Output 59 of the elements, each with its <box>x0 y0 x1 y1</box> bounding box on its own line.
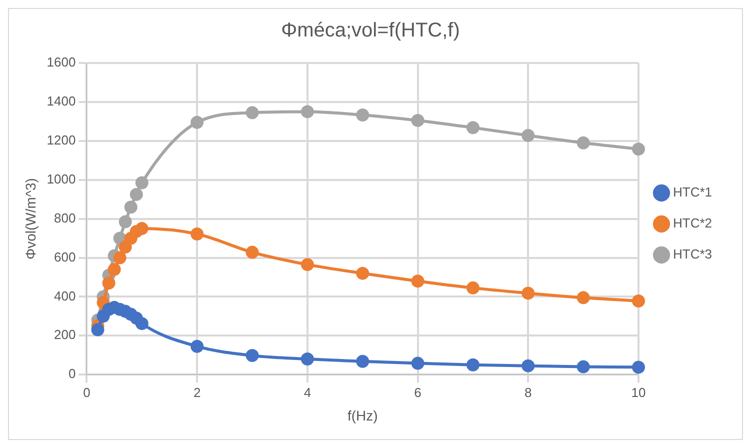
y-tick-label: 1200 <box>46 132 76 148</box>
y-axis-title: Φvol(W/m^3) <box>22 178 38 260</box>
x-tick-label: 0 <box>83 384 90 400</box>
point <box>118 240 132 254</box>
point <box>576 360 590 374</box>
x-tick-label: 2 <box>193 384 201 400</box>
point <box>356 266 370 280</box>
point <box>190 340 204 353</box>
point <box>113 251 126 264</box>
point <box>300 258 314 272</box>
point <box>356 354 370 368</box>
point <box>632 360 645 374</box>
legend-label: HTC*2 <box>672 216 712 231</box>
point <box>300 352 314 366</box>
point <box>466 121 480 134</box>
point <box>300 105 314 118</box>
y-tick-label: 600 <box>54 249 76 264</box>
x-tick-label: 8 <box>524 384 532 400</box>
point <box>102 276 116 290</box>
y-tick-label: 1600 <box>46 54 76 70</box>
point <box>522 128 535 142</box>
legend-label: HTC*1 <box>672 184 712 200</box>
y-tick-label: 800 <box>54 210 76 226</box>
legend-label: HTC*3 <box>672 246 712 262</box>
point <box>130 188 143 201</box>
x-tick-label: 4 <box>304 384 312 400</box>
point <box>356 108 370 122</box>
point <box>190 116 204 129</box>
point <box>108 262 121 276</box>
point <box>522 359 535 372</box>
x-tick-label: 6 <box>414 384 422 400</box>
y-tick-label: 0 <box>68 366 76 382</box>
chart-title: Φméca;vol=f(HTC,f) <box>281 20 460 42</box>
point <box>632 294 645 308</box>
x-axis-title: f(Hz) <box>347 407 378 424</box>
y-tick-label: 400 <box>54 288 76 304</box>
point <box>466 281 480 294</box>
point <box>118 215 132 228</box>
point <box>135 317 148 330</box>
point <box>135 222 148 236</box>
y-tick-label: 1400 <box>46 94 76 109</box>
point <box>411 356 424 370</box>
point <box>190 227 204 240</box>
point <box>91 323 104 336</box>
point <box>466 358 480 372</box>
point <box>411 274 424 288</box>
point <box>411 114 424 127</box>
point <box>576 291 590 304</box>
point <box>246 106 259 120</box>
y-tick-label: 200 <box>54 327 76 342</box>
point <box>246 349 259 362</box>
point <box>632 142 645 156</box>
x-tick-label: 10 <box>631 384 646 400</box>
point <box>522 286 535 300</box>
point <box>135 176 148 190</box>
point <box>246 246 259 259</box>
y-tick-label: 1000 <box>46 171 76 186</box>
point <box>576 136 590 150</box>
point <box>124 200 138 214</box>
